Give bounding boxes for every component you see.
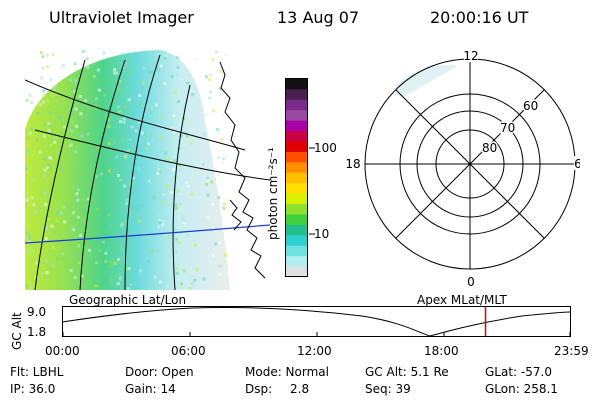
colorbar-swatch	[286, 214, 307, 226]
timeline-xtick-1800: 18:00	[424, 344, 459, 358]
time-label: 20:00:16 UT	[430, 8, 529, 27]
colorbar-swatch	[286, 256, 307, 268]
svg-text:60: 60	[523, 99, 538, 113]
colorbar-swatch	[286, 172, 307, 184]
door-info: Door: Open	[125, 365, 194, 379]
ip-info: IP: 36.0	[10, 382, 56, 396]
colorbar-swatch	[286, 183, 307, 195]
colorbar-swatch	[286, 162, 307, 174]
mode-info: Mode: Normal	[245, 365, 329, 379]
geographic-caption: Geographic Lat/Lon	[69, 293, 187, 307]
colorbar-swatch	[286, 89, 307, 101]
altitude-timeline	[62, 306, 571, 337]
colorbar-swatch	[286, 266, 307, 278]
instrument-title: Ultraviolet Imager	[49, 8, 194, 27]
colorbar-tick-100: 100	[314, 141, 337, 155]
lat-label-80: 80	[482, 141, 497, 155]
colorbar-unit-label: photon cm⁻²s⁻¹	[266, 147, 280, 240]
polar-emission	[395, 64, 458, 98]
colorbar-swatch	[286, 193, 307, 205]
colorbar-axis	[309, 147, 315, 235]
geographic-image	[25, 50, 270, 290]
colorbar-swatch	[286, 120, 307, 132]
altitude-info: GC Alt: 5.1 Re	[365, 365, 449, 379]
timeline-xtick-2359: 23:59	[554, 344, 589, 358]
mlt-label-6: 6	[574, 157, 580, 171]
timeline-xtick-1200: 12:00	[297, 344, 332, 358]
lat-label-70: 70	[500, 121, 515, 135]
colorbar-swatch	[286, 110, 307, 122]
timeline-ytick-1.8: 1.8	[27, 325, 47, 339]
glon-info: GLon: 258.1	[485, 382, 558, 396]
date-label: 13 Aug 07	[277, 8, 360, 27]
timeline-ylabel: GC Alt	[10, 312, 24, 350]
colorbar-swatch	[286, 131, 307, 143]
dsp-value: 2.8	[290, 382, 310, 396]
colorbar-swatch	[286, 141, 307, 153]
altitude-curve	[62, 306, 571, 337]
glat-info: GLat: -57.0	[485, 365, 552, 379]
colorbar-swatch	[286, 235, 307, 247]
seq-info: Seq: 39	[365, 382, 411, 396]
svg-text:70: 70	[500, 121, 515, 135]
apex-caption: Apex MLat/MLT	[417, 293, 507, 307]
svg-text:80: 80	[482, 141, 497, 155]
colorbar-swatch	[286, 245, 307, 257]
mlt-label-18: 18	[345, 157, 360, 171]
mlt-label-0: 0	[467, 275, 475, 288]
gain-info: Gain: 14	[125, 382, 176, 396]
timeline-ytick-9: 9.0	[27, 305, 47, 319]
colorbar	[285, 78, 308, 278]
polar-plot: 12 18 6 0 80 80 70 70 60 60	[345, 49, 580, 288]
dsp-label: Dsp:	[245, 382, 273, 396]
lat-label-60: 60	[523, 99, 538, 113]
colorbar-swatch	[286, 224, 307, 236]
mlt-label-12: 12	[463, 49, 478, 63]
timeline-xtick-0000: 00:00	[45, 344, 80, 358]
colorbar-swatch	[286, 151, 307, 163]
colorbar-swatch	[286, 79, 307, 90]
colorbar-swatch	[286, 99, 307, 111]
colorbar-tick-10: 10	[314, 227, 330, 241]
colorbar-swatch	[286, 204, 307, 215]
timeline-xtick-0600: 06:00	[171, 344, 206, 358]
filter-info: Flt: LBHL	[10, 365, 64, 379]
